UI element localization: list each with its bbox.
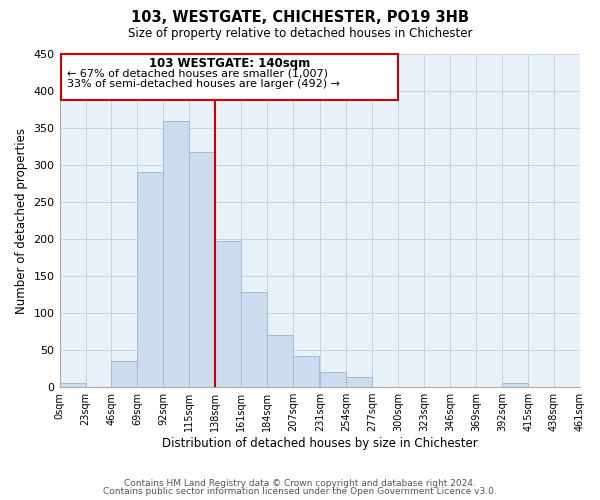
Text: Contains public sector information licensed under the Open Government Licence v3: Contains public sector information licen… [103, 487, 497, 496]
Bar [163, 120, 190, 387]
Y-axis label: Number of detached properties: Number of detached properties [15, 128, 28, 314]
Bar [241, 292, 267, 387]
Bar [293, 356, 319, 387]
Text: 33% of semi-detached houses are larger (492) →: 33% of semi-detached houses are larger (… [67, 79, 340, 89]
Bar [59, 384, 86, 387]
Text: ← 67% of detached houses are smaller (1,007): ← 67% of detached houses are smaller (1,… [67, 69, 328, 79]
Bar [112, 361, 137, 387]
X-axis label: Distribution of detached houses by size in Chichester: Distribution of detached houses by size … [162, 437, 478, 450]
Bar [137, 172, 163, 387]
Text: 103 WESTGATE: 140sqm: 103 WESTGATE: 140sqm [149, 57, 310, 70]
Text: Size of property relative to detached houses in Chichester: Size of property relative to detached ho… [128, 28, 472, 40]
Bar [267, 336, 293, 387]
Bar [346, 376, 372, 387]
Text: Contains HM Land Registry data © Crown copyright and database right 2024.: Contains HM Land Registry data © Crown c… [124, 478, 476, 488]
Bar [502, 384, 528, 387]
Bar [190, 152, 215, 387]
FancyBboxPatch shape [61, 54, 398, 100]
Bar [320, 372, 346, 387]
Bar [215, 242, 241, 387]
Text: 103, WESTGATE, CHICHESTER, PO19 3HB: 103, WESTGATE, CHICHESTER, PO19 3HB [131, 10, 469, 25]
